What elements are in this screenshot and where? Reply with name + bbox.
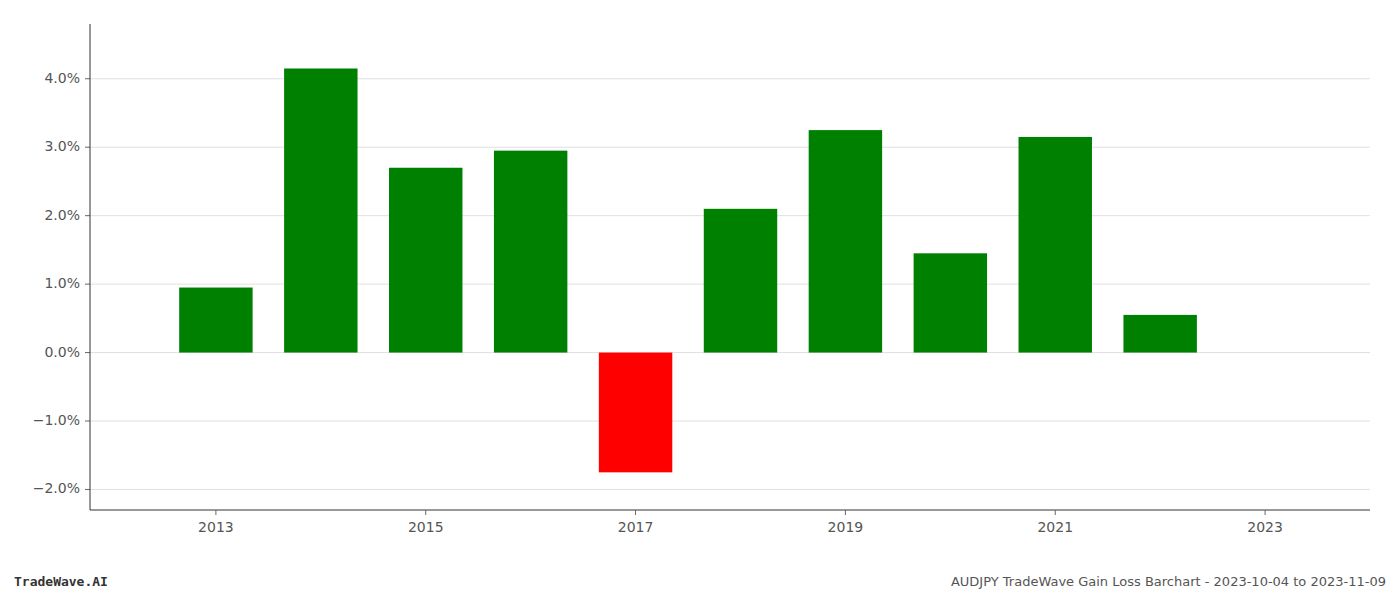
footer-left: TradeWave.AI	[14, 574, 108, 589]
bar	[914, 253, 987, 352]
y-tick	[85, 352, 90, 353]
y-tick	[85, 215, 90, 216]
y-tick	[85, 147, 90, 148]
bar	[284, 68, 357, 352]
x-tick-label: 2015	[408, 519, 444, 535]
footer-right: AUDJPY TradeWave Gain Loss Barchart - 20…	[951, 574, 1386, 589]
grid	[90, 79, 1370, 490]
y-tick	[85, 421, 90, 422]
y-axis: −2.0% −1.0% 0.0% 1.0% 2.0% 3.0% 4.0%	[33, 70, 90, 497]
chart: −2.0%−1.0%0.0%1.0%2.0%3.0%4.0%2013201520…	[0, 0, 1400, 600]
y-tick-label: −1.0%	[33, 412, 80, 428]
bar	[1123, 315, 1196, 353]
x-tick-label: 2023	[1247, 519, 1283, 535]
grid-line	[90, 78, 1370, 79]
x-tick	[215, 510, 216, 515]
x-tick-label: 2021	[1037, 519, 1073, 535]
y-tick	[85, 78, 90, 79]
x-tick-label: 2013	[198, 519, 234, 535]
bar	[389, 168, 462, 353]
footer: TradeWave.AI AUDJPY TradeWave Gain Loss B…	[14, 574, 1386, 589]
x-axis-line	[90, 510, 1370, 511]
x-tick	[845, 510, 846, 515]
grid-line	[90, 147, 1370, 148]
x-tick-label: 2019	[828, 519, 864, 535]
x-tick	[1055, 510, 1056, 515]
y-tick	[85, 489, 90, 490]
bar	[599, 353, 672, 473]
y-tick-label: −2.0%	[33, 480, 80, 496]
y-tick-label: 2.0%	[44, 207, 80, 223]
bar	[179, 288, 252, 353]
y-tick-label: 0.0%	[44, 344, 80, 360]
bar	[809, 130, 882, 352]
grid-line	[90, 421, 1370, 422]
y-axis-line	[90, 24, 91, 510]
grid-line	[90, 489, 1370, 490]
y-tick-label: 3.0%	[44, 138, 80, 154]
x-axis: 2013 2015 2017 2019 2021 2023	[90, 510, 1370, 535]
y-tick-label: 1.0%	[44, 275, 80, 291]
y-tick-label: 4.0%	[44, 70, 80, 86]
bar	[704, 209, 777, 353]
x-tick	[1265, 510, 1266, 515]
background	[0, 0, 1400, 600]
y-tick	[85, 284, 90, 285]
x-tick-label: 2017	[618, 519, 654, 535]
x-tick	[425, 510, 426, 515]
bar	[494, 151, 567, 353]
bars	[179, 68, 1197, 472]
bar	[1019, 137, 1092, 353]
x-tick	[635, 510, 636, 515]
